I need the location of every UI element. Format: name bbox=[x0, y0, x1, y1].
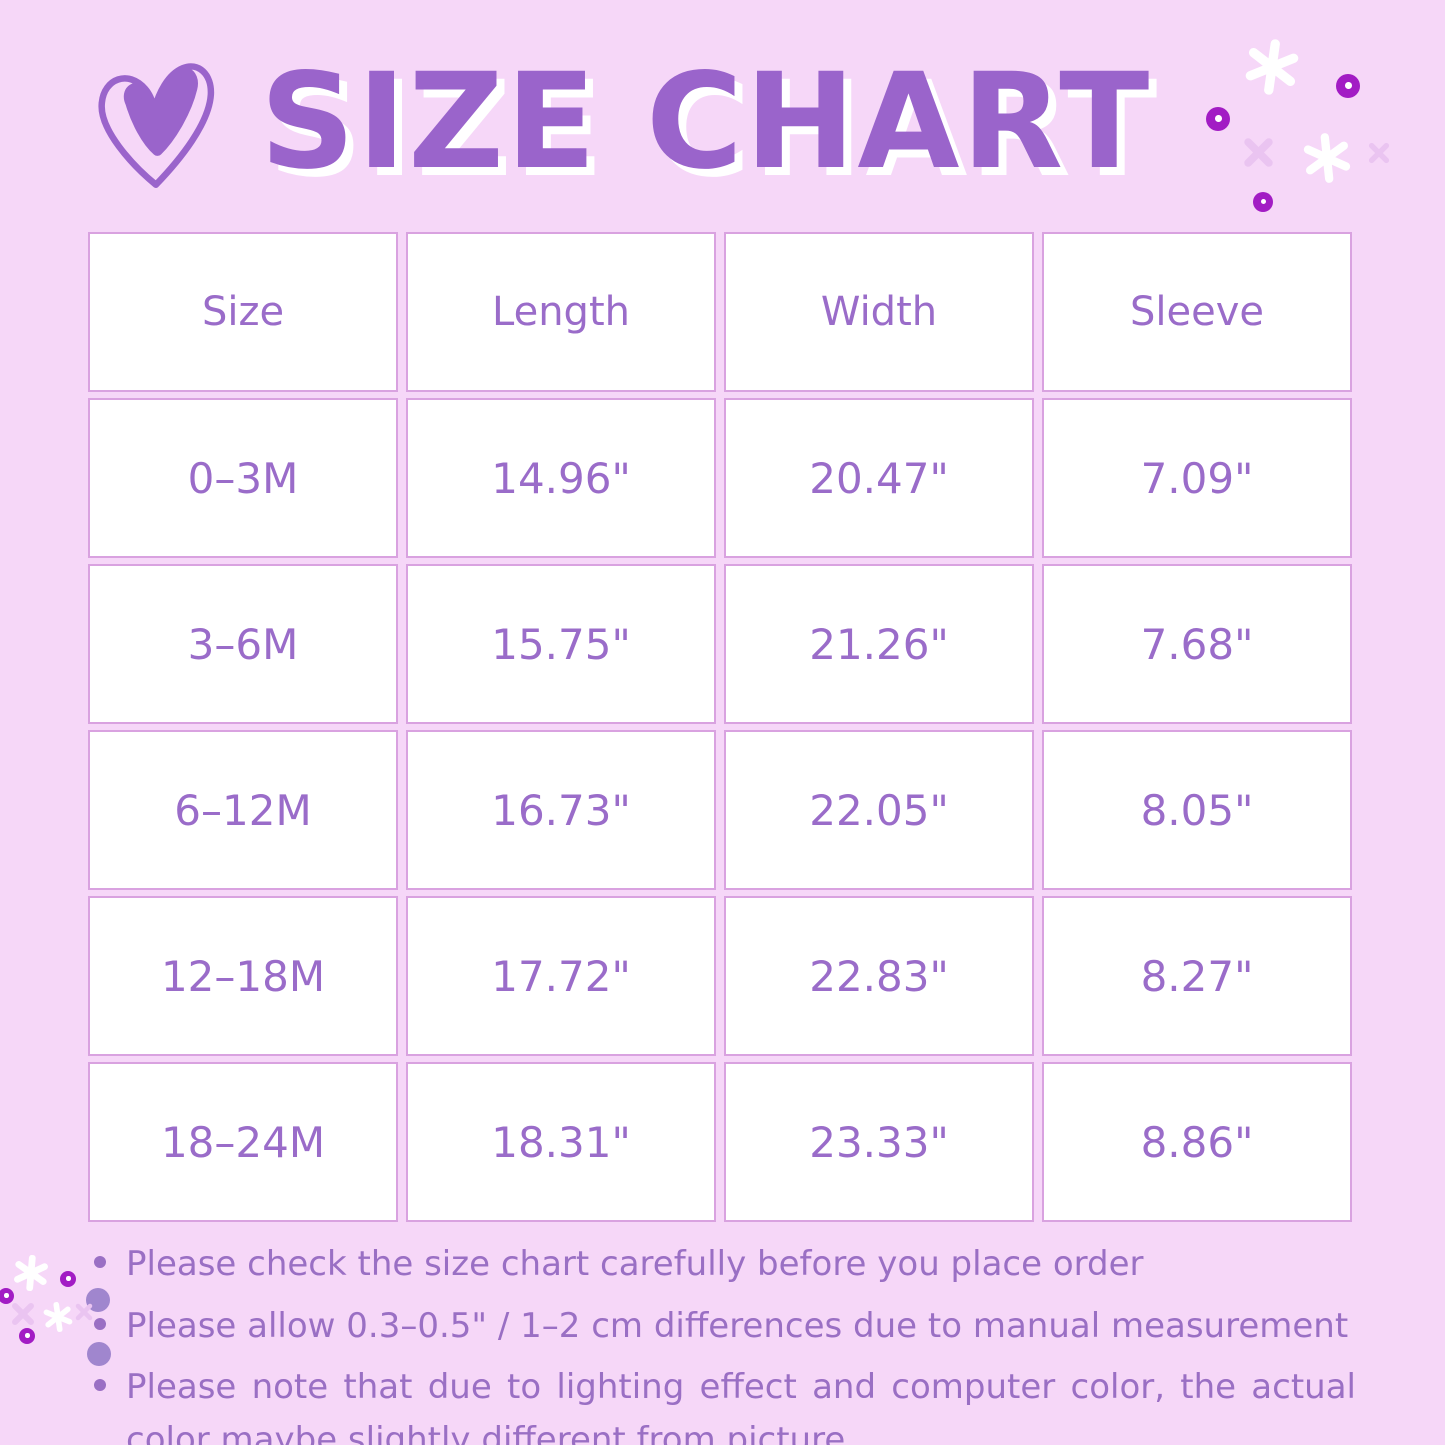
note-text: Please check the size chart carefully be… bbox=[126, 1244, 1144, 1284]
sparkle-icon bbox=[1240, 35, 1303, 98]
dot-donut-icon bbox=[19, 1328, 35, 1344]
cross-sparkle-icon bbox=[1243, 137, 1274, 168]
table-cell: 16.73" bbox=[406, 730, 716, 890]
column-header-width: Width bbox=[724, 232, 1034, 392]
table-cell: 8.05" bbox=[1042, 730, 1352, 890]
bullet-icon bbox=[94, 1379, 106, 1392]
note-item: Please note that due to lighting effect … bbox=[94, 1361, 1356, 1445]
row-label-cell: 12–18M bbox=[88, 896, 398, 1056]
row-label-cell: 3–6M bbox=[88, 564, 398, 724]
dot-donut-icon bbox=[1206, 107, 1230, 131]
row-label-cell: 0–3M bbox=[88, 398, 398, 558]
table-cell: 22.83" bbox=[724, 896, 1034, 1056]
table-cell: 7.68" bbox=[1042, 564, 1352, 724]
table-cell: 22.05" bbox=[724, 730, 1034, 890]
cross-sparkle-icon bbox=[1368, 142, 1390, 164]
bullet-icon bbox=[94, 1256, 106, 1268]
table-cell: 14.96" bbox=[406, 398, 716, 558]
row-label-cell: 18–24M bbox=[88, 1062, 398, 1222]
bullet-icon bbox=[94, 1317, 106, 1330]
note-item: Please allow 0.3–0.5" / 1–2 cm differenc… bbox=[94, 1300, 1356, 1353]
sparkle-icon bbox=[41, 1300, 75, 1334]
column-header-length: Length bbox=[406, 232, 716, 392]
note-text: Please note that due to lighting effect … bbox=[126, 1367, 1356, 1445]
table-cell: 18.31" bbox=[406, 1062, 716, 1222]
table-cell: 20.47" bbox=[724, 398, 1034, 558]
page-title: SIZE CHART bbox=[260, 45, 1152, 199]
row-label-cell: 6–12M bbox=[88, 730, 398, 890]
note-item: Please check the size chart carefully be… bbox=[94, 1238, 1356, 1291]
sparkle-icon bbox=[1300, 131, 1355, 186]
heart-doodle-icon bbox=[75, 39, 242, 206]
note-text: Please allow 0.3–0.5" / 1–2 cm differenc… bbox=[126, 1305, 1349, 1346]
table-cell: 7.09" bbox=[1042, 398, 1352, 558]
table-cell: 17.72" bbox=[406, 896, 716, 1056]
table-cell: 15.75" bbox=[406, 564, 716, 724]
table-cell: 23.33" bbox=[724, 1062, 1034, 1222]
dot-solid-icon bbox=[87, 1342, 111, 1366]
dot-donut-icon bbox=[1336, 74, 1360, 98]
dot-donut-icon bbox=[60, 1271, 76, 1287]
sparkle-icon bbox=[11, 1253, 50, 1292]
notes-list: Please check the size chart carefully be… bbox=[94, 1238, 1356, 1445]
dot-donut-icon bbox=[0, 1288, 14, 1304]
column-header-size: Size bbox=[88, 232, 398, 392]
table-cell: 21.26" bbox=[724, 564, 1034, 724]
size-chart-table: Size Length Width Sleeve 0–3M 14.96" 20.… bbox=[88, 232, 1352, 1222]
header: SIZE CHART bbox=[80, 42, 1385, 202]
table-cell: 8.27" bbox=[1042, 896, 1352, 1056]
cross-sparkle-icon bbox=[75, 1303, 93, 1321]
table-cell: 8.86" bbox=[1042, 1062, 1352, 1222]
dot-donut-icon bbox=[1253, 192, 1273, 212]
column-header-sleeve: Sleeve bbox=[1042, 232, 1352, 392]
cross-sparkle-icon bbox=[11, 1302, 35, 1326]
